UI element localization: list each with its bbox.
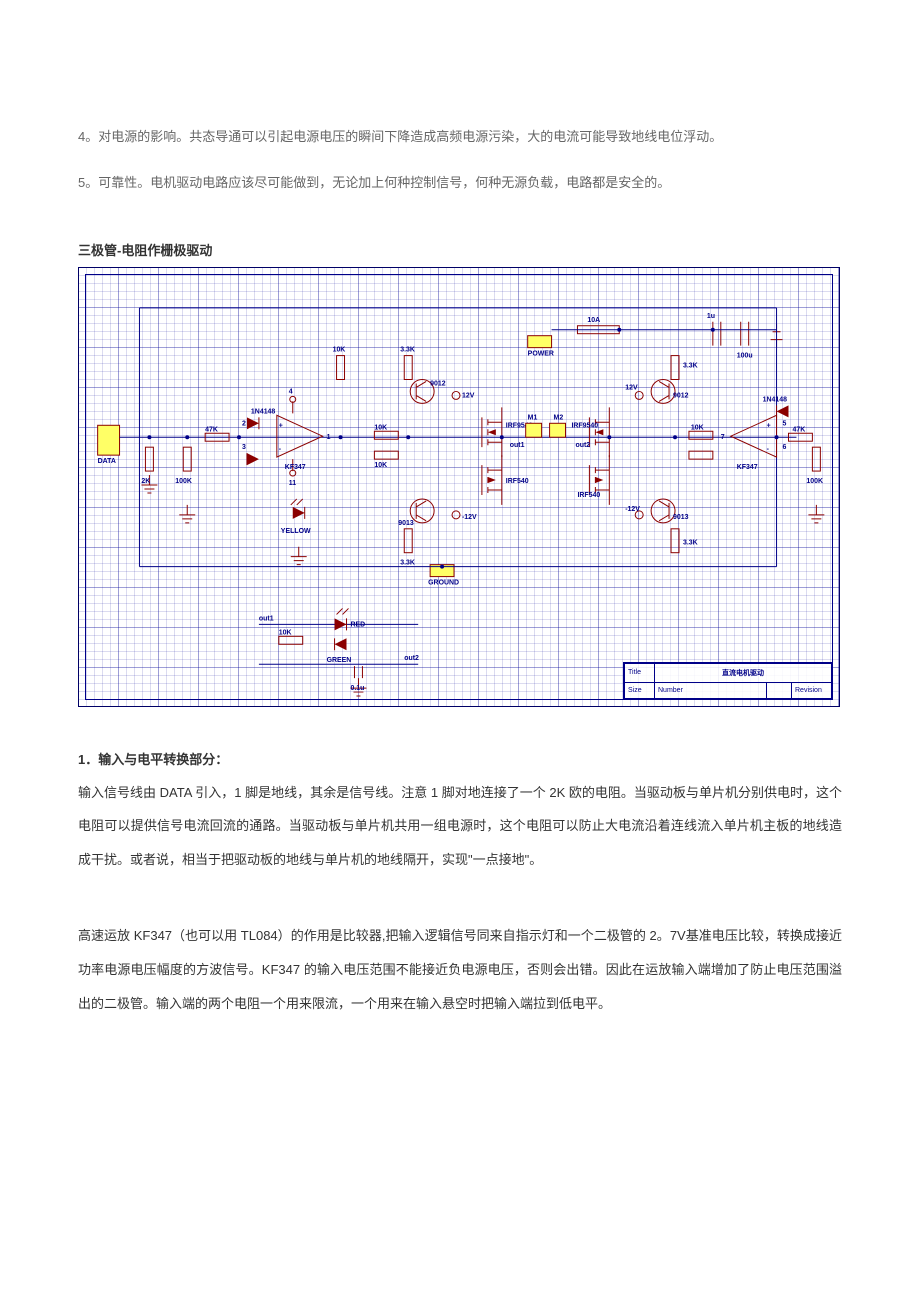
svg-text:out1: out1 <box>259 615 274 622</box>
svg-text:11: 11 <box>289 480 296 487</box>
svg-text:10K: 10K <box>374 462 387 469</box>
svg-text:10A: 10A <box>587 316 600 323</box>
schematic-title-block: Title 直流电机驱动 Size Number Revision <box>623 662 833 700</box>
svg-text:3.3K: 3.3K <box>683 539 698 546</box>
svg-text:9013: 9013 <box>673 513 689 520</box>
svg-text:12V: 12V <box>462 392 475 399</box>
svg-text:5: 5 <box>783 420 787 427</box>
svg-text:IRF540: IRF540 <box>577 492 600 499</box>
svg-text:RED: RED <box>350 621 365 628</box>
svg-text:3.3K: 3.3K <box>400 559 415 566</box>
svg-text:10K: 10K <box>279 629 292 636</box>
svg-text:100u: 100u <box>737 352 753 359</box>
svg-text:-: - <box>767 446 770 453</box>
svg-text:1N4148: 1N4148 <box>763 396 787 403</box>
svg-text:1u: 1u <box>707 312 715 319</box>
schematic-svg: DATA POWER GROUND 10A 1u 100u 2K 100K 4 <box>79 268 839 706</box>
svg-text:10K: 10K <box>691 424 704 431</box>
svg-text:-: - <box>279 446 282 453</box>
svg-text:out2: out2 <box>404 655 419 662</box>
svg-text:KF347: KF347 <box>737 464 758 471</box>
svg-text:9012: 9012 <box>673 392 689 399</box>
svg-text:9013: 9013 <box>398 519 414 526</box>
svg-text:IRF9540: IRF9540 <box>571 422 598 429</box>
section-1-para-1: 输入信号线由 DATA 引入，1 脚是地线，其余是信号线。注意 1 脚对地连接了… <box>78 776 842 877</box>
svg-text:47K: 47K <box>792 426 805 433</box>
svg-text:1N4148: 1N4148 <box>251 408 275 415</box>
svg-text:7: 7 <box>721 434 725 441</box>
svg-text:POWER: POWER <box>528 350 554 357</box>
svg-text:out1: out1 <box>510 442 525 449</box>
circuit-schematic: DATA POWER GROUND 10A 1u 100u 2K 100K 4 <box>78 267 840 707</box>
svg-text:3: 3 <box>242 444 246 451</box>
svg-text:12V: 12V <box>625 384 638 391</box>
svg-text:GROUND: GROUND <box>428 579 459 586</box>
svg-text:2K: 2K <box>141 478 150 485</box>
svg-text:9012: 9012 <box>430 380 446 387</box>
svg-text:3.3K: 3.3K <box>400 346 415 353</box>
svg-text:3.3K: 3.3K <box>683 362 698 369</box>
svg-text:M2: M2 <box>554 414 564 421</box>
svg-text:M1: M1 <box>528 414 538 421</box>
svg-text:KF347: KF347 <box>285 464 306 471</box>
list-item-5: 5。可靠性。电机驱动电路应该尽可能做到，无论加上何种控制信号，何种无源负载，电路… <box>78 166 842 200</box>
section-1-para-2: 高速运放 KF347（也可以用 TL084）的作用是比较器,把输入逻辑信号同来自… <box>78 919 842 1020</box>
svg-text:100K: 100K <box>175 478 192 485</box>
section-1-title: 1．输入与电平转换部分： <box>78 749 842 768</box>
list-item-4: 4。对电源的影响。共态导通可以引起电源电压的瞬间下降造成高频电源污染，大的电流可… <box>78 120 842 154</box>
svg-text:1: 1 <box>327 434 331 441</box>
svg-text:+: + <box>767 422 771 429</box>
section-heading-transistor: 三极管-电阻作栅极驱动 <box>78 240 842 259</box>
svg-text:GREEN: GREEN <box>327 657 352 664</box>
svg-text:10K: 10K <box>374 424 387 431</box>
svg-text:6: 6 <box>783 444 787 451</box>
svg-text:-12V: -12V <box>625 505 640 512</box>
svg-text:out2: out2 <box>575 442 590 449</box>
svg-text:10K: 10K <box>333 346 346 353</box>
svg-text:IRF540: IRF540 <box>506 478 529 485</box>
svg-text:4: 4 <box>289 388 293 395</box>
svg-text:DATA: DATA <box>98 458 116 465</box>
svg-text:100K: 100K <box>806 478 823 485</box>
svg-text:47K: 47K <box>205 426 218 433</box>
svg-text:2: 2 <box>242 420 246 427</box>
svg-text:+: + <box>279 422 283 429</box>
svg-text:YELLOW: YELLOW <box>281 527 311 534</box>
svg-text:0.1u: 0.1u <box>350 685 364 692</box>
svg-text:-12V: -12V <box>462 513 477 520</box>
